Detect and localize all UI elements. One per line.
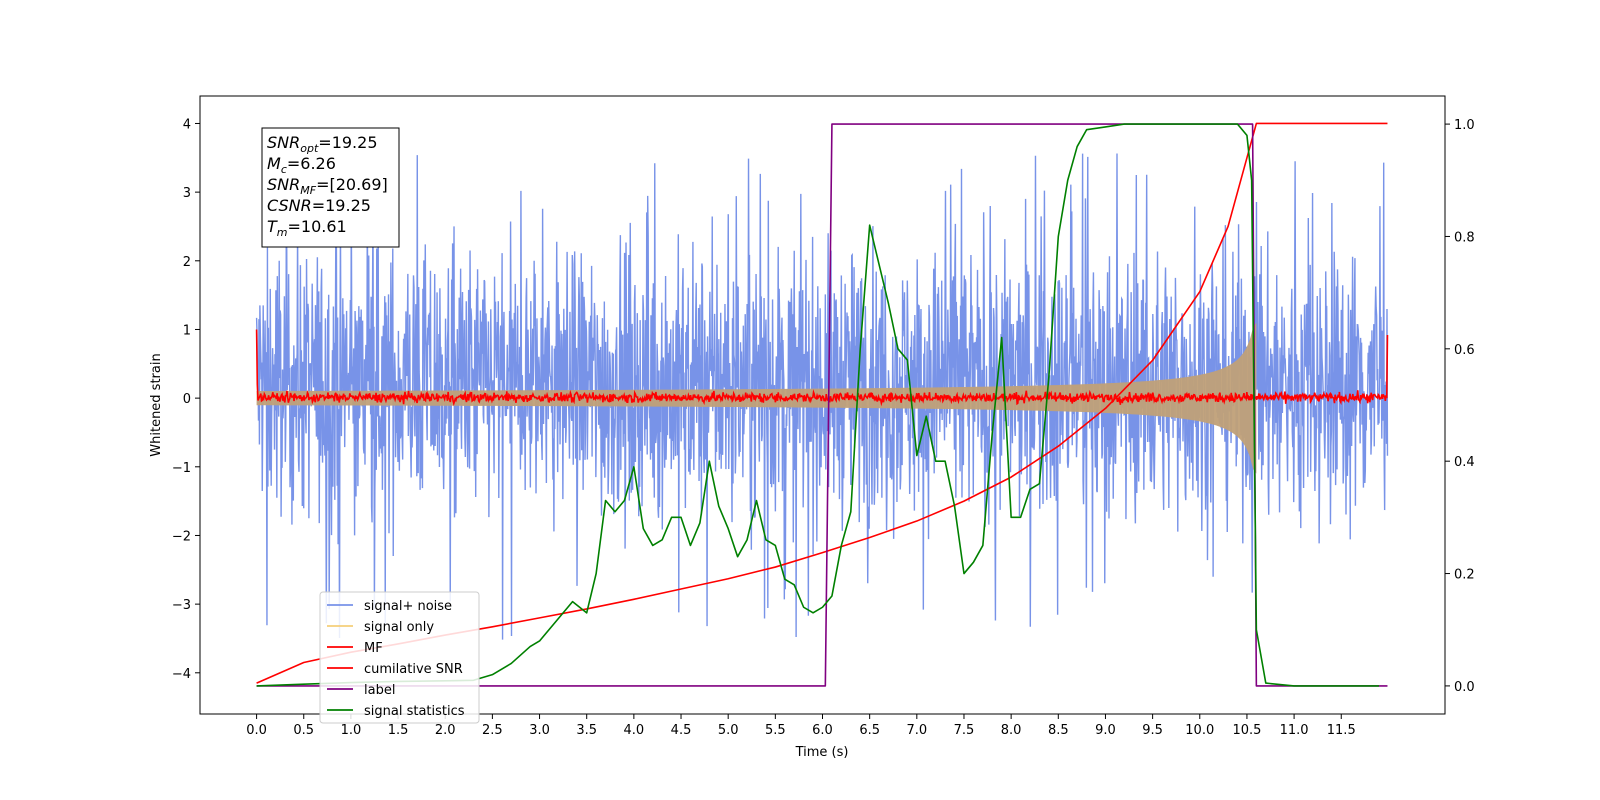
annotation-subscript: MF [300, 184, 316, 197]
legend-entry: MF [364, 641, 383, 656]
annotation-symbol: T [267, 217, 278, 236]
y2-tick-label: 1.0 [1454, 118, 1475, 133]
x-tick-label: 9.5 [1142, 723, 1163, 738]
y-tick-label: 0 [183, 392, 191, 407]
x-tick-label: 7.5 [954, 723, 975, 738]
x-axis-ticks: 0.0 0.5 1.0 1.5 2.0 2.5 3.0 3.5 4.0 4.5 5.0 5.5 6.0 6… [246, 714, 1356, 738]
y-tick-label: 4 [183, 117, 191, 132]
y-tick-label: −4 [172, 667, 191, 682]
legend: signal+ noise signal only MF cumilative SNR… [319, 591, 480, 724]
x-tick-label: 2.5 [482, 723, 503, 738]
series-mf [255, 329, 1389, 407]
x-tick-label: 8.5 [1048, 723, 1069, 738]
y2-tick-label: 0.4 [1454, 455, 1475, 470]
annotation-subscript: c [281, 163, 287, 176]
annotation-value: =[20.69] [316, 175, 388, 194]
x-tick-label: 6.0 [812, 723, 833, 738]
y2-tick-label: 0.2 [1454, 568, 1475, 583]
x-tick-label: 6.5 [859, 723, 880, 738]
y-tick-label: −1 [172, 461, 191, 476]
x-tick-label: 7.0 [906, 723, 927, 738]
annotation-value: =19.25 [312, 196, 371, 215]
annotation-line: Tm=10.61 [267, 217, 347, 239]
annotation-line: CSNR=19.25 [267, 196, 371, 215]
series-label [256, 123, 1388, 687]
y2-axis-ticks: 1.0 0.8 0.6 0.4 0.2 0.0 [1445, 118, 1475, 695]
annotation-frame [261, 127, 400, 248]
legend-entry: signal+ noise [364, 599, 452, 614]
series-signal-statistics [256, 123, 1379, 687]
x-tick-label: 11.0 [1280, 723, 1309, 738]
legend-entry: cumilative SNR [364, 662, 463, 677]
x-tick-label: 5.5 [765, 723, 786, 738]
x-tick-label: 1.5 [388, 723, 409, 738]
annotation-value: =19.25 [318, 133, 377, 152]
x-tick-label: 9.0 [1095, 723, 1116, 738]
y-tick-label: −3 [172, 598, 191, 613]
annotation-symbol: M [267, 154, 281, 173]
x-tick-label: 5.0 [718, 723, 739, 738]
x-axis-label: Time (s) [795, 745, 849, 760]
x-tick-label: 0.5 [293, 723, 314, 738]
annotation-line: Mc=6.26 [267, 154, 336, 176]
x-tick-label: 3.0 [529, 723, 550, 738]
annotation-subscript: opt [300, 142, 319, 155]
y-tick-label: −2 [172, 529, 191, 544]
y-tick-label: 1 [183, 323, 191, 338]
annotation-line: SNRMF=[20.69] [267, 175, 388, 197]
series-signal-noise [255, 153, 1389, 640]
x-tick-label: 2.0 [435, 723, 456, 738]
annotation-box: SNRopt=19.25Mc=6.26SNRMF=[20.69]CSNR=19.… [261, 127, 400, 248]
x-tick-label: 0.0 [246, 723, 267, 738]
y-tick-label: 3 [183, 186, 191, 201]
x-tick-label: 10.0 [1185, 723, 1214, 738]
y-axis-ticks: 4 3 2 1 0 −1 −2 −3 −4 [172, 117, 200, 682]
y2-tick-label: 0.6 [1454, 343, 1475, 358]
y2-tick-label: 0.8 [1454, 230, 1475, 245]
y2-tick-label: 0.0 [1454, 680, 1475, 695]
x-tick-label: 11.5 [1327, 723, 1356, 738]
x-tick-label: 4.0 [624, 723, 645, 738]
annotation-symbol: SNR [267, 175, 300, 194]
annotation-value: =10.61 [288, 217, 347, 236]
y-axis-label: Whitened strain [149, 353, 164, 456]
annotation-symbol: CSNR [267, 196, 312, 215]
x-tick-label: 3.5 [576, 723, 597, 738]
legend-entry: label [364, 683, 395, 698]
legend-entry: signal statistics [364, 704, 465, 719]
legend-entry: signal only [364, 620, 434, 635]
x-tick-label: 8.0 [1001, 723, 1022, 738]
y-tick-label: 2 [183, 255, 191, 270]
x-tick-label: 1.0 [341, 723, 362, 738]
x-tick-label: 10.5 [1232, 723, 1261, 738]
annotation-symbol: SNR [267, 133, 300, 152]
x-tick-label: 4.5 [671, 723, 692, 738]
legend-frame [319, 591, 480, 724]
annotation-value: =6.26 [287, 154, 336, 173]
annotation-line: SNRopt=19.25 [267, 133, 378, 155]
annotation-subscript: m [277, 226, 288, 239]
